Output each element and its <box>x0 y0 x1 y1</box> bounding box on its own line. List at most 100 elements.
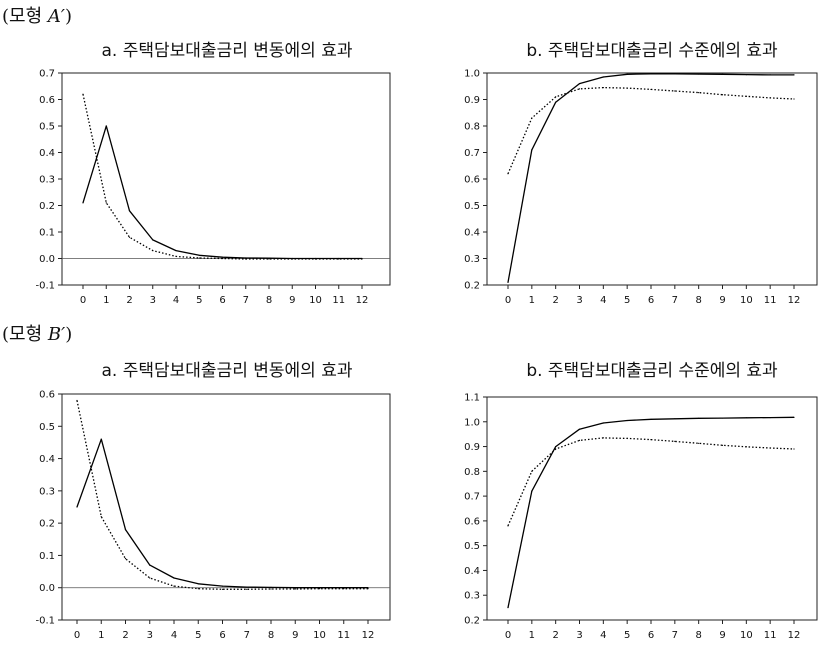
chart-a1-series-dotted-point <box>314 258 317 260</box>
chart-b2-series-dotted-point <box>650 439 652 441</box>
chart-b1-series-solid-point <box>531 149 533 151</box>
chart-b1-ytick-label: 0.7 <box>464 148 480 159</box>
chart-a2-series-dotted-point <box>76 399 78 402</box>
chart-b1-xtick-label: 7 <box>672 295 678 306</box>
chart-b2-series-dotted-line <box>507 437 795 527</box>
chart-a1-xtick-label: 4 <box>173 295 179 306</box>
chart-b1-series-dotted-point <box>602 86 604 89</box>
chart-b2-xtick-label: 3 <box>576 630 582 641</box>
chart-a2-frame <box>61 393 391 621</box>
chart-b2-ytick-label: 1.0 <box>464 417 480 428</box>
chart-b1-series-dotted-point <box>745 95 747 97</box>
chart-b1-series-solid-point <box>698 73 700 75</box>
model-label-b: (모형 B′) <box>2 320 72 346</box>
chart-b2-ytick-label: 0.7 <box>464 492 480 503</box>
chart-a1-xtick-label: 2 <box>126 295 132 306</box>
chart-a1-ytick-label: -0.1 <box>35 281 55 292</box>
chart-a1-ytick-label: 0.2 <box>39 201 55 212</box>
chart-b2-series-dotted-point <box>578 439 581 441</box>
chart-a2-series-solid-point <box>221 585 224 587</box>
chart-b2-series-solid-line <box>507 416 795 608</box>
model-label-b-prefix: (모형 <box>2 324 48 345</box>
chart-b2-series-solid-point <box>602 422 604 424</box>
chart-a1-xtick-label: 8 <box>266 295 272 306</box>
chart-a2-series-solid-point <box>124 529 127 531</box>
chart-a2-xtick-label: 10 <box>313 630 326 641</box>
chart-a2-series-dotted-point <box>173 585 175 587</box>
model-label-b-suffix: ) <box>65 324 73 345</box>
chart-b2-series-solid-point <box>721 417 724 419</box>
model-label-a: (모형 A′) <box>2 2 72 28</box>
chart-b2-series-dotted-point <box>674 440 676 442</box>
chart-a1-frame <box>61 72 391 286</box>
chart-a2-ytick-label: 0.2 <box>39 519 55 530</box>
chart-b2-series-solid-point <box>793 416 795 418</box>
chart-a1-series-dotted-point <box>198 257 200 259</box>
model-label-b-var: B′ <box>47 324 66 345</box>
chart-a1-series-dotted-point <box>82 93 84 95</box>
chart-b2-series-solid-point <box>769 416 771 419</box>
chart-b2-frame <box>486 396 818 621</box>
chart-a1-series-solid-line <box>82 125 362 260</box>
chart-b1-series-solid-point <box>555 101 557 103</box>
chart-a2-series-dotted-line <box>76 400 368 590</box>
chart-b2-xtick-label: 5 <box>624 630 630 641</box>
chart-b1-xtick-label: 4 <box>600 295 606 306</box>
chart-b2-series-solid-point <box>531 490 533 492</box>
chart-a2-xtick-label: 1 <box>98 630 104 641</box>
chart-b2-series-dotted-point <box>769 447 771 449</box>
chart-a2-xtick-label: 3 <box>147 630 153 641</box>
chart-b1-series-dotted-point <box>531 117 533 119</box>
chart-a1-series-dotted-point <box>338 258 340 260</box>
chart-a2-xtick-label: 9 <box>292 630 298 641</box>
chart-a1-series-solid-point <box>152 239 154 241</box>
chart-b2-ytick-label: 0.3 <box>464 591 480 602</box>
chart-b1-xtick-label: 3 <box>576 295 582 306</box>
chart-a2-series-solid-point <box>197 583 199 585</box>
chart-b2-series-solid-point <box>555 445 557 448</box>
chart-b2-ytick-label: 0.9 <box>464 442 480 453</box>
chart-b1-series-solid-point <box>507 281 509 283</box>
chart-b1-ytick-label: 0.6 <box>464 175 480 186</box>
chart-b2-series-dotted-point <box>602 437 604 439</box>
chart-a2-series-solid-point <box>76 506 78 508</box>
chart-b2-series-dotted-point <box>721 444 724 446</box>
chart-a1-ytick-label: 0.7 <box>39 69 55 80</box>
chart-b1-series-solid-point <box>674 73 676 75</box>
chart-a2-xtick-label: 4 <box>171 630 177 641</box>
chart-a2-ytick-label: -0.1 <box>35 616 55 627</box>
chart-b1-title: b. 주택담보대출금리 수준에의 효과 <box>526 41 778 61</box>
chart-b1-xtick-label: 6 <box>648 295 654 306</box>
chart-a2-xtick-label: 5 <box>195 630 201 641</box>
chart-a1-series-solid-point <box>128 210 131 212</box>
chart-b1-series-solid-point <box>650 73 652 75</box>
chart-b2-xtick-label: 11 <box>764 630 777 641</box>
chart-a1-title: a. 주택담보대출금리 변동에의 효과 <box>101 41 353 61</box>
chart-a2-ytick-label: 0.5 <box>39 422 55 433</box>
chart-b1-series-dotted-point <box>769 97 771 99</box>
chart-a2-xtick-label: 8 <box>268 630 274 641</box>
chart-b1-xtick-label: 9 <box>719 295 725 306</box>
chart-b2-series-dotted-point <box>626 437 628 439</box>
chart-b1-series-dotted-point <box>698 92 700 94</box>
chart-a1-series-dotted-point <box>152 249 154 252</box>
model-label-a-prefix: (모형 <box>2 6 48 27</box>
chart-b2-series-dotted-point <box>793 448 795 450</box>
chart-a1-series-dotted-point <box>128 236 131 238</box>
chart-b1-xtick-label: 0 <box>505 295 511 306</box>
chart-a2-xtick-label: 0 <box>74 630 80 641</box>
chart-b1-series-dotted-point <box>555 96 557 98</box>
chart-b2-series-solid-point <box>745 417 747 419</box>
chart-a1-series-solid-point <box>175 249 177 252</box>
chart-a2-xtick-label: 11 <box>337 630 350 641</box>
chart-a1-series-dotted-point <box>291 258 293 260</box>
chart-a2-xtick-label: 7 <box>244 630 250 641</box>
chart-b2-xtick-label: 6 <box>648 630 654 641</box>
chart-a2-title: a. 주택담보대출금리 변동에의 효과 <box>101 361 353 381</box>
chart-a2-series-solid-point <box>270 586 272 588</box>
chart-b1-ytick-label: 0.2 <box>464 281 480 292</box>
chart-b1-ytick-label: 0.9 <box>464 95 480 106</box>
chart-b2-xtick-label: 0 <box>505 630 511 641</box>
chart-b1-ytick-label: 0.3 <box>464 254 480 265</box>
